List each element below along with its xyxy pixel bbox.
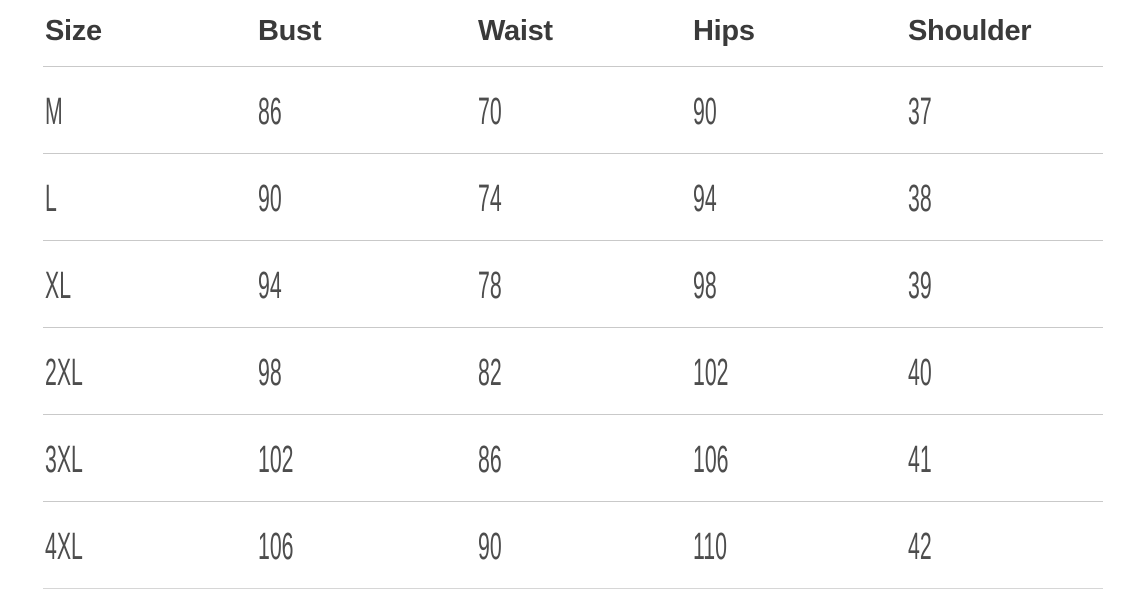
cell-value: 110	[693, 525, 727, 568]
cell-value: 102	[258, 438, 294, 481]
cell-size: M	[43, 67, 256, 154]
cell-value: 37	[908, 90, 932, 133]
cell-value: 94	[258, 264, 282, 307]
cell-value: 2XL	[45, 351, 83, 394]
cell-value: 94	[693, 177, 717, 220]
cell-waist: 82	[476, 328, 691, 415]
column-header-waist: Waist	[478, 14, 553, 47]
cell-size: 2XL	[43, 328, 256, 415]
cell-value: 90	[258, 177, 282, 220]
column-header-size: Size	[45, 14, 102, 47]
table-body: M 86 70 90 37 L 90 74 94 38 XL 94 78 98 …	[43, 66, 1103, 589]
cell-value: 38	[908, 177, 932, 220]
cell-value: 98	[258, 351, 282, 394]
cell-shoulder: 37	[906, 67, 1103, 154]
table-row-l: L 90 74 94 38	[43, 153, 1103, 241]
cell-shoulder: 41	[906, 415, 1103, 502]
cell-value: 106	[693, 438, 729, 481]
table-row-4xl: 4XL 106 90 110 42	[43, 501, 1103, 589]
cell-value: 74	[478, 177, 502, 220]
cell-value: 40	[908, 351, 932, 394]
cell-hips: 90	[691, 67, 906, 154]
cell-value: 90	[478, 525, 502, 568]
cell-size: XL	[43, 241, 256, 328]
cell-value: 106	[258, 525, 294, 568]
cell-value: 41	[908, 438, 932, 481]
column-header-hips: Hips	[693, 14, 755, 47]
cell-bust: 98	[256, 328, 476, 415]
cell-waist: 70	[476, 67, 691, 154]
cell-bust: 102	[256, 415, 476, 502]
table-header: Size Bust Waist Hips Shoulder	[43, 0, 1103, 67]
table-row-m: M 86 70 90 37	[43, 66, 1103, 154]
column-header-bust: Bust	[258, 14, 322, 47]
cell-value: XL	[45, 264, 72, 307]
cell-bust: 90	[256, 154, 476, 241]
cell-shoulder: 42	[906, 502, 1103, 589]
cell-value: 39	[908, 264, 932, 307]
cell-waist: 90	[476, 502, 691, 589]
cell-value: 86	[258, 90, 282, 133]
cell-shoulder: 40	[906, 328, 1103, 415]
cell-value: 42	[908, 525, 932, 568]
cell-waist: 78	[476, 241, 691, 328]
cell-hips: 110	[691, 502, 906, 589]
cell-value: 4XL	[45, 525, 83, 568]
cell-size: 3XL	[43, 415, 256, 502]
cell-value: M	[45, 90, 63, 133]
cell-waist: 74	[476, 154, 691, 241]
cell-value: 70	[478, 90, 502, 133]
cell-value: 102	[693, 351, 729, 394]
cell-hips: 106	[691, 415, 906, 502]
cell-hips: 98	[691, 241, 906, 328]
cell-hips: 102	[691, 328, 906, 415]
table-row-3xl: 3XL 102 86 106 41	[43, 414, 1103, 502]
cell-shoulder: 38	[906, 154, 1103, 241]
cell-shoulder: 39	[906, 241, 1103, 328]
cell-size: 4XL	[43, 502, 256, 589]
cell-bust: 94	[256, 241, 476, 328]
cell-value: L	[45, 177, 57, 220]
cell-waist: 86	[476, 415, 691, 502]
cell-value: 3XL	[45, 438, 83, 481]
cell-hips: 94	[691, 154, 906, 241]
column-header-shoulder: Shoulder	[908, 14, 1032, 47]
cell-size: L	[43, 154, 256, 241]
table-row-xl: XL 94 78 98 39	[43, 240, 1103, 328]
cell-value: 90	[693, 90, 717, 133]
size-chart-table: Size Bust Waist Hips Shoulder M 86 70 90…	[43, 0, 1103, 589]
table-row-2xl: 2XL 98 82 102 40	[43, 327, 1103, 415]
cell-bust: 86	[256, 67, 476, 154]
cell-bust: 106	[256, 502, 476, 589]
cell-value: 98	[693, 264, 717, 307]
cell-value: 86	[478, 438, 502, 481]
cell-value: 78	[478, 264, 502, 307]
header-row: Size Bust Waist Hips Shoulder	[43, 0, 1103, 67]
cell-value: 82	[478, 351, 502, 394]
